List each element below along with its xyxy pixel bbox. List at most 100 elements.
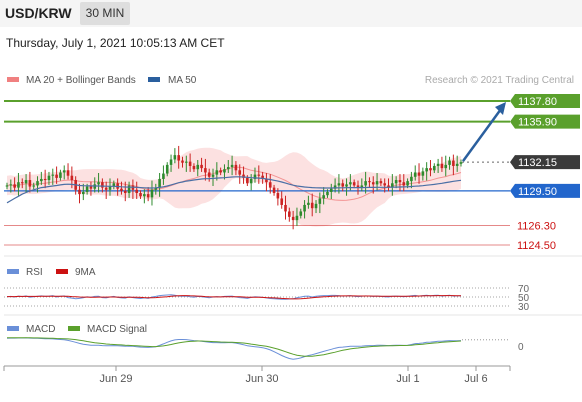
candle: [436, 163, 440, 166]
candle: [341, 183, 345, 187]
candle: [66, 170, 70, 176]
legend-label-ma50: MA 50: [168, 75, 197, 86]
legend-swatch-ma50: [148, 77, 160, 82]
legend-swatch-macd: [7, 326, 19, 331]
x-tick-label: Jun 30: [245, 373, 278, 385]
candle: [448, 160, 451, 165]
candle: [32, 185, 36, 187]
candle: [108, 186, 112, 190]
candle: [13, 184, 16, 188]
x-tick-label: Jul 6: [464, 373, 487, 385]
candle: [181, 160, 184, 163]
ma50-line: [6, 176, 462, 204]
legend-swatch-rsi: [7, 269, 19, 274]
candle: [326, 191, 329, 196]
candle: [104, 187, 108, 190]
candle: [459, 162, 463, 164]
legend-swatch-ma20: [7, 77, 19, 82]
candle: [165, 164, 169, 174]
level-tag-current: [510, 155, 580, 170]
candle: [425, 168, 428, 172]
macd-series-line: [6, 337, 462, 360]
candle: [123, 190, 127, 194]
candle: [291, 216, 295, 221]
candle: [47, 175, 51, 181]
candle: [20, 182, 24, 184]
candle: [345, 184, 348, 187]
candle: [162, 173, 165, 179]
macd-tick-label: 0: [518, 342, 524, 353]
projection-arrowhead: [495, 102, 506, 115]
candle: [310, 202, 314, 209]
candle: [101, 182, 104, 188]
legend-swatch-rsi-ma: [56, 269, 68, 274]
candle: [219, 170, 222, 173]
level-label-current: 1132.15: [518, 157, 557, 169]
price-panel: 1137.80 1135.90 1132.15 1129.50 1126.30 1124.…: [4, 94, 580, 252]
candle: [158, 178, 161, 188]
candle: [299, 211, 303, 216]
candle: [51, 174, 55, 176]
candle: [440, 163, 444, 169]
candle: [352, 182, 356, 186]
candle: [169, 159, 173, 165]
legend-label-ma20: MA 20 + Bollinger Bands: [26, 75, 136, 86]
candle: [43, 178, 47, 181]
timeframe-button[interactable]: 30 MIN: [80, 2, 130, 25]
candle: [143, 194, 146, 197]
candle: [82, 191, 85, 195]
candle: [417, 172, 421, 176]
credit-text: Research © 2021 Trading Central: [425, 75, 574, 86]
legend-swatch-macd-signal: [68, 326, 80, 331]
candle: [28, 180, 32, 187]
candle: [329, 188, 333, 192]
candle: [226, 167, 230, 170]
candle: [150, 189, 154, 198]
candle: [444, 164, 448, 169]
legend-label-macd: MACD: [26, 324, 55, 335]
candle: [146, 194, 150, 198]
candle: [364, 181, 367, 186]
candle: [394, 180, 398, 184]
candle: [272, 187, 276, 194]
candle: [402, 182, 406, 186]
ma20-line: [6, 166, 462, 201]
candle: [375, 181, 379, 185]
projection-arrow: [461, 108, 503, 162]
candle: [17, 182, 20, 188]
rsi-tick-label: 30: [518, 302, 530, 313]
candle: [97, 182, 100, 185]
candle: [284, 204, 287, 212]
candle: [62, 170, 66, 173]
candle: [246, 177, 249, 184]
candle: [120, 188, 123, 191]
candle: [368, 181, 371, 183]
candle: [371, 182, 375, 185]
timestamp: Thursday, July 1, 2021 10:05:13 AM CET: [6, 36, 225, 50]
candle: [204, 168, 207, 173]
candle: [303, 204, 306, 212]
candle: [55, 174, 58, 178]
candle: [429, 168, 432, 171]
level-label-resistance: 1135.90: [518, 117, 557, 129]
candle: [337, 183, 341, 186]
x-axis: Jun 29 Jun 30 Jul 1 Jul 6: [3, 366, 511, 385]
candle: [196, 164, 200, 170]
candle: [249, 178, 253, 184]
candle: [185, 161, 188, 163]
macd-series-signal: [7, 337, 462, 357]
candle: [135, 189, 139, 194]
candle: [360, 185, 364, 188]
candle: [36, 181, 39, 186]
candle: [322, 195, 325, 199]
candle: [223, 169, 226, 173]
candle: [432, 165, 436, 171]
level-label-pivot: 1129.50: [518, 186, 557, 198]
candle: [318, 198, 322, 204]
candle: [383, 183, 386, 186]
candle: [379, 181, 383, 184]
symbol-label: USD/KRW: [5, 5, 72, 21]
candle: [349, 182, 352, 185]
